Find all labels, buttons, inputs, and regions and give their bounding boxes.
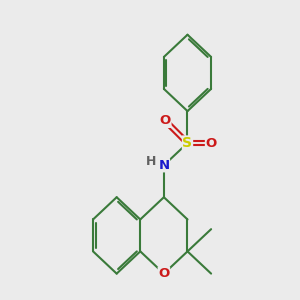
Text: O: O xyxy=(158,267,169,280)
Text: O: O xyxy=(206,136,217,150)
Text: O: O xyxy=(160,114,171,127)
Text: H: H xyxy=(146,154,157,168)
Text: N: N xyxy=(158,159,169,172)
Text: S: S xyxy=(182,136,193,150)
